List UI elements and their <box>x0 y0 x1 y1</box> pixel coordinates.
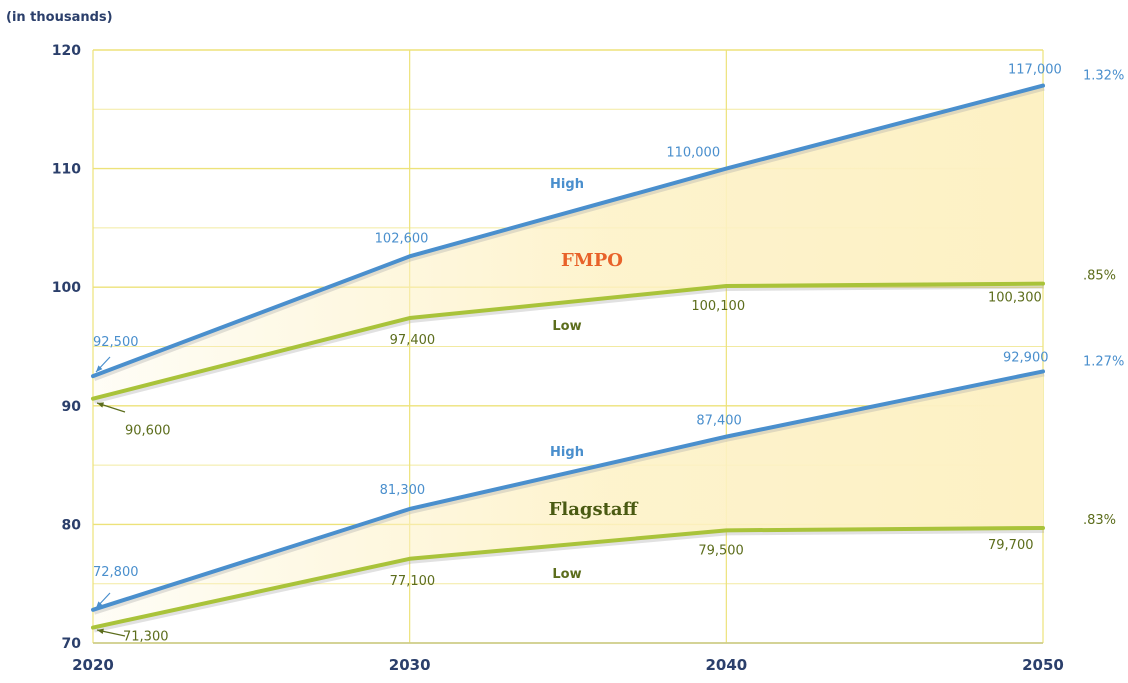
series-line-flagstaff-high <box>91 369 1045 612</box>
series-line-flagstaff-low <box>91 525 1045 630</box>
series-line-fmpo-high <box>91 83 1045 379</box>
y-tick-label: 80 <box>62 517 82 533</box>
y-tick-label: 100 <box>52 280 81 296</box>
group-label-fmpo: FMPO <box>561 250 623 271</box>
series-name-label: High <box>550 177 584 192</box>
point-label: 110,000 <box>666 146 720 161</box>
point-label: 77,100 <box>390 574 436 589</box>
series-line-fmpo-low <box>91 281 1045 401</box>
point-label: 79,700 <box>988 538 1034 553</box>
growth-rate-label: .83% <box>1083 513 1116 528</box>
series-name-label: Low <box>552 567 581 582</box>
growth-rate-label: 1.32% <box>1083 69 1124 84</box>
series-name-label: Low <box>552 319 581 334</box>
point-label: 102,600 <box>375 231 429 246</box>
group-label-flagstaff: Flagstaff <box>549 499 639 520</box>
point-label: 81,300 <box>380 483 426 498</box>
x-tick-label: 2040 <box>705 656 747 674</box>
series-line-shadow <box>93 370 1045 615</box>
point-label: 97,400 <box>390 333 436 348</box>
y-tick-label: 110 <box>52 162 81 178</box>
y-tick-label: 90 <box>62 399 82 415</box>
point-label: 100,100 <box>691 299 745 314</box>
y-tick-label: 120 <box>52 43 81 59</box>
growth-rate-label: .85% <box>1083 269 1116 284</box>
point-label: 92,900 <box>1003 350 1049 365</box>
point-label: 117,000 <box>1008 63 1062 78</box>
series-line-shadow <box>92 84 1045 381</box>
projection-band-flagstaff <box>93 371 1043 628</box>
y-tick-label: 70 <box>62 636 82 652</box>
point-label: 72,800 <box>93 565 139 580</box>
point-label: 92,500 <box>93 335 139 350</box>
x-tick-label: 2020 <box>72 656 114 674</box>
series-name-label: High <box>550 445 584 460</box>
point-label: 90,600 <box>125 424 171 439</box>
point-label: 79,500 <box>698 543 744 558</box>
growth-rate-label: 1.27% <box>1083 354 1124 369</box>
projection-band-fmpo <box>93 85 1043 399</box>
point-label: 100,300 <box>988 291 1042 306</box>
leader-arrowhead <box>97 628 104 635</box>
y-unit-label: (in thousands) <box>6 10 113 25</box>
leader-arrowhead <box>97 402 104 408</box>
leader-arrowhead <box>96 365 103 372</box>
leader-arrowhead <box>96 601 103 608</box>
point-label: 71,300 <box>123 630 169 645</box>
series-line-shadow <box>93 526 1045 633</box>
x-tick-label: 2030 <box>389 656 431 674</box>
series-line-shadow <box>93 282 1045 404</box>
point-label: 87,400 <box>696 414 742 429</box>
x-tick-label: 2050 <box>1022 656 1064 674</box>
